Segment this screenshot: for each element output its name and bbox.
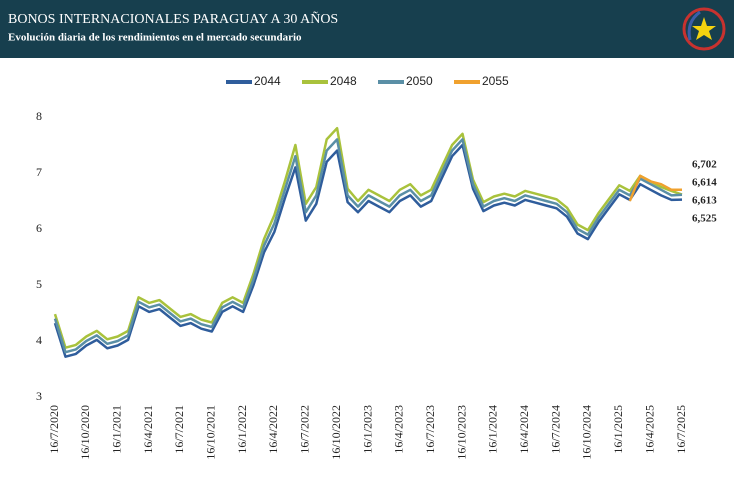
x-tick-label: 16/7/2023 [423,405,437,454]
chart-title: BONOS INTERNACIONALES PARAGUAY A 30 AÑOS [8,11,338,27]
x-tick-label: 16/10/2021 [204,405,218,460]
y-tick-label: 4 [36,333,42,347]
x-tick-label: 16/1/2023 [360,405,374,454]
y-tick-label: 3 [36,389,42,403]
series-line [53,138,683,354]
series-line [628,174,683,202]
value-label: 6,702 [692,159,717,171]
x-tick-label: 16/1/2021 [109,405,123,454]
header-band [0,0,734,58]
x-tick-label: 16/1/2024 [486,405,500,454]
series-line [53,143,683,358]
x-tick-label: 16/4/2022 [266,405,280,454]
x-tick-label: 16/10/2022 [329,405,343,460]
x-tick-label: 16/7/2021 [172,405,186,454]
y-tick-label: 6 [36,221,42,235]
y-tick-label: 5 [36,277,42,291]
series-line [53,126,683,349]
value-label: 6,525 [692,213,717,225]
x-tick-label: 16/1/2025 [611,405,625,454]
y-tick-label: 8 [36,109,42,123]
legend-label: 2055 [482,74,509,88]
y-tick-label: 7 [36,165,42,179]
x-tick-label: 16/7/2022 [298,405,312,454]
x-tick-label: 16/1/2022 [235,405,249,454]
x-tick-label: 16/7/2025 [674,405,688,454]
legend-label: 2044 [254,74,281,88]
emblem [682,7,726,51]
x-tick-label: 16/10/2020 [78,405,92,460]
legend-label: 2048 [330,74,357,88]
x-tick-label: 16/4/2021 [141,405,155,454]
x-tick-label: 16/7/2024 [548,405,562,454]
chart-subtitle: Evolución diaria de los rendimientos en … [8,32,302,44]
legend-label: 2050 [406,74,433,88]
x-tick-label: 16/10/2023 [454,405,468,460]
x-tick-label: 16/10/2024 [580,405,594,460]
x-tick-label: 16/4/2023 [392,405,406,454]
x-tick-label: 16/4/2024 [517,405,531,454]
x-tick-label: 16/4/2025 [642,405,656,454]
value-label: 6,613 [692,195,717,207]
value-label: 6,614 [692,177,717,189]
x-tick-label: 16/7/2020 [47,405,61,454]
